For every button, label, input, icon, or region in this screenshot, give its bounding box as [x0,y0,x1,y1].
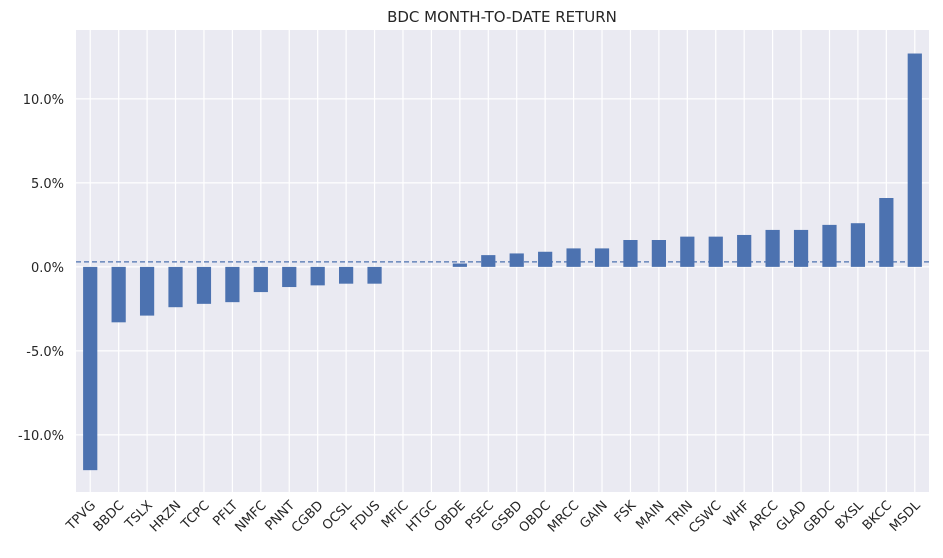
bar-glad [793,229,809,267]
x-tick-label: MSDL [887,498,924,535]
x-tick-label: OBDC [516,498,554,536]
bar-fsk [623,240,638,267]
chart-title: BDC MONTH-TO-DATE RETURN [387,8,617,26]
bar-tpvg [83,266,98,471]
x-tick-label: BBDC [91,498,128,535]
bar-obde [452,263,467,267]
bar-cgbd [310,266,325,286]
bar-pnnt [282,266,297,288]
x-tick-label: TPVG [63,498,99,534]
bar-nmfc [253,266,268,293]
x-tick-label: CSWC [686,498,724,536]
bar-ocsl [339,266,354,284]
bar-mrcc [566,248,581,267]
bar-tcpc [196,266,212,304]
y-tick-label: 10.0% [23,93,64,108]
x-tick-label: MAIN [633,498,667,532]
x-tick-label: GAIN [577,498,611,532]
bar-gbdc [822,224,837,267]
x-tick-label: NMFC [233,498,270,535]
bar-whf [737,234,752,267]
bars [83,53,922,471]
x-tick-label: TCPC [178,498,213,533]
x-tick-label: CGBD [289,498,327,536]
x-tick-label: GBDC [801,498,839,536]
x-tick-label: HTGC [404,498,441,535]
bar-pflt [225,266,240,303]
bar-tslx [139,266,155,316]
x-tick-label: HRZN [147,498,184,535]
y-tick-label: 5.0% [31,177,64,192]
bar-obdc [538,251,553,267]
bar-bxsl [850,223,866,267]
y-axis: -10.0% -5.0% 0.0% 5.0% 10.0% [18,93,64,444]
bar-gain [594,248,610,267]
bar-fdus [367,266,382,284]
x-tick-label: MRCC [545,498,582,535]
plot-background [76,30,929,492]
bar-arcc [765,229,780,267]
x-tick-label: FDUS [348,498,384,534]
y-tick-label: -10.0% [18,429,64,444]
y-tick-label: 0.0% [31,261,64,276]
bar-gsbd [509,253,524,267]
y-tick-label: -5.0% [26,345,64,360]
x-tick-label: BXSL [833,498,868,533]
x-axis: TPVGBBDCTSLXHRZNTCPCPFLTNMFCPNNTCGBDOCSL… [63,498,924,537]
bar-bkcc [879,198,894,267]
bar-hrzn [168,266,183,308]
bar-bbdc [111,266,126,323]
bar-psec [481,255,496,267]
x-tick-label: ARCC [746,498,782,534]
bar-trin [680,236,695,267]
bar-msdl [907,53,922,267]
x-tick-label: OBDE [432,498,469,535]
bar-main [651,240,666,267]
x-tick-label: OCSL [320,498,356,534]
bar-cswc [708,236,723,267]
